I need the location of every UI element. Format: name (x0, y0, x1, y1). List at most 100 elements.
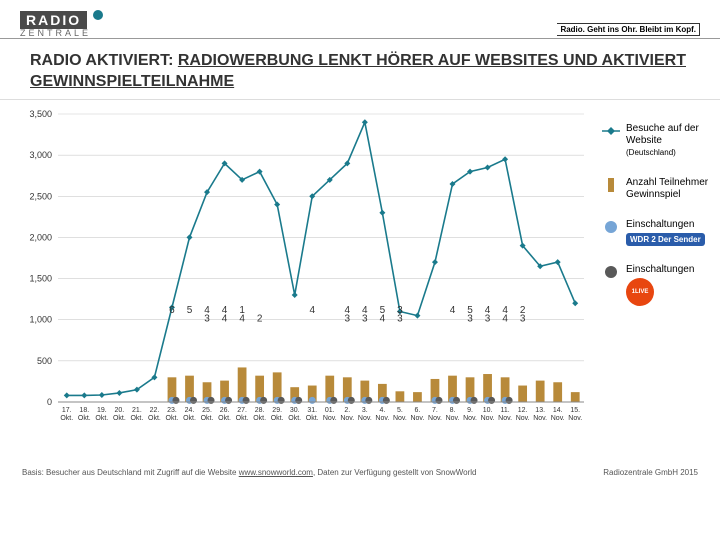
svg-text:2.: 2. (344, 407, 350, 414)
svg-text:01.: 01. (325, 407, 335, 414)
svg-text:30.: 30. (290, 407, 300, 414)
header: RADIO ZENTRALE Radio. Geht ins Ohr. Blei… (0, 0, 720, 39)
svg-text:24.: 24. (185, 407, 195, 414)
footer: Basis: Besucher aus Deutschland mit Zugr… (0, 438, 720, 485)
svg-text:28.: 28. (255, 407, 265, 414)
svg-text:2,000: 2,000 (29, 232, 52, 242)
svg-text:Okt.: Okt. (271, 415, 284, 422)
svg-text:Nov.: Nov. (498, 415, 512, 422)
svg-text:22.: 22. (150, 407, 160, 414)
svg-text:Okt.: Okt. (95, 415, 108, 422)
svg-text:Nov.: Nov. (358, 415, 372, 422)
svg-text:Okt.: Okt. (253, 415, 266, 422)
svg-text:Okt.: Okt. (236, 415, 249, 422)
svg-text:Nov.: Nov. (533, 415, 547, 422)
svg-text:Nov.: Nov. (568, 415, 582, 422)
svg-text:Nov.: Nov. (410, 415, 424, 422)
svg-text:4: 4 (222, 313, 228, 324)
svg-text:9.: 9. (467, 407, 473, 414)
logo: RADIO ZENTRALE (20, 10, 103, 38)
legend-bar: Anzahl Teilnehmer Gewinnspiel (602, 177, 712, 201)
svg-text:19.: 19. (97, 407, 107, 414)
page-title: RADIO AKTIVIERT: RADIOWERBUNG LENKT HÖRE… (0, 39, 720, 100)
svg-text:Nov.: Nov. (446, 415, 460, 422)
legend-line: Besuche auf der Website(Deutschland) (602, 123, 712, 159)
svg-text:Okt.: Okt. (306, 415, 319, 422)
svg-text:21.: 21. (132, 407, 142, 414)
legend-wdr: EinschaltungenWDR 2 Der Sender (602, 219, 712, 247)
svg-text:31.: 31. (307, 407, 317, 414)
svg-text:2,500: 2,500 (29, 191, 52, 201)
footer-source: Basis: Besucher aus Deutschland mit Zugr… (22, 468, 476, 477)
svg-text:Okt.: Okt. (218, 415, 231, 422)
svg-text:3: 3 (520, 313, 526, 324)
live-badge-icon: 1LIVE (626, 278, 654, 306)
svg-text:1,500: 1,500 (29, 273, 52, 283)
svg-text:Nov.: Nov. (481, 415, 495, 422)
svg-text:8.: 8. (450, 407, 456, 414)
svg-text:26.: 26. (220, 407, 230, 414)
svg-text:3: 3 (467, 313, 473, 324)
svg-text:Okt.: Okt. (201, 415, 214, 422)
svg-text:0: 0 (47, 397, 52, 407)
footer-copyright: Radiozentrale GmbH 2015 (603, 468, 698, 477)
svg-text:Nov.: Nov. (340, 415, 354, 422)
svg-text:4: 4 (309, 305, 315, 316)
svg-text:Okt.: Okt. (148, 415, 161, 422)
svg-text:Okt.: Okt. (183, 415, 196, 422)
svg-text:Okt.: Okt. (60, 415, 73, 422)
svg-text:3,000: 3,000 (29, 150, 52, 160)
svg-text:Nov.: Nov. (516, 415, 530, 422)
svg-text:23.: 23. (167, 407, 177, 414)
legend: Besuche auf der Website(Deutschland) Anz… (602, 108, 712, 438)
source-link[interactable]: www.snowworld.com (239, 468, 313, 477)
legend-live: Einschaltungen1LIVE (602, 264, 712, 306)
svg-text:Nov.: Nov. (428, 415, 442, 422)
svg-text:500: 500 (37, 355, 52, 365)
tagline: Radio. Geht ins Ohr. Bleibt im Kopf. (557, 23, 700, 36)
svg-text:Nov.: Nov. (375, 415, 389, 422)
title-prefix: RADIO AKTIVIERT: (30, 52, 178, 69)
svg-text:Nov.: Nov. (393, 415, 407, 422)
svg-text:6: 6 (169, 305, 175, 316)
svg-text:3: 3 (345, 313, 351, 324)
svg-text:Okt.: Okt. (288, 415, 301, 422)
svg-text:20.: 20. (114, 407, 124, 414)
svg-text:15.: 15. (570, 407, 580, 414)
svg-text:Okt.: Okt. (78, 415, 91, 422)
svg-text:5.: 5. (397, 407, 403, 414)
svg-text:18.: 18. (79, 407, 89, 414)
logo-bottom: ZENTRALE (20, 29, 91, 38)
svg-text:3,500: 3,500 (29, 109, 52, 119)
svg-text:5: 5 (187, 305, 193, 316)
svg-text:Okt.: Okt. (166, 415, 179, 422)
svg-text:Okt.: Okt. (130, 415, 143, 422)
svg-text:Okt.: Okt. (113, 415, 126, 422)
svg-text:3: 3 (362, 313, 368, 324)
svg-text:7.: 7. (432, 407, 438, 414)
svg-text:17.: 17. (62, 407, 72, 414)
svg-text:25.: 25. (202, 407, 212, 414)
svg-text:4: 4 (380, 313, 386, 324)
svg-text:3: 3 (485, 313, 491, 324)
svg-text:Nov.: Nov. (551, 415, 565, 422)
logo-dot-icon (93, 10, 103, 20)
svg-text:4: 4 (450, 305, 456, 316)
svg-text:4: 4 (502, 313, 508, 324)
svg-text:11.: 11. (500, 407, 509, 414)
svg-text:12.: 12. (518, 407, 528, 414)
svg-text:29.: 29. (272, 407, 282, 414)
svg-text:3.: 3. (362, 407, 368, 414)
svg-text:1,000: 1,000 (29, 314, 52, 324)
svg-text:4: 4 (239, 313, 245, 324)
svg-text:13.: 13. (535, 407, 545, 414)
chart: 05001,0001,5002,0002,5003,0003,500654414… (20, 108, 602, 438)
svg-text:Nov.: Nov. (463, 415, 477, 422)
svg-text:10.: 10. (483, 407, 493, 414)
svg-text:27.: 27. (237, 407, 247, 414)
logo-top: RADIO (20, 11, 87, 29)
svg-text:Nov.: Nov. (323, 415, 337, 422)
svg-text:3: 3 (204, 313, 210, 324)
wdr-badge-icon: WDR 2 Der Sender (626, 233, 705, 247)
svg-text:2: 2 (257, 313, 263, 324)
